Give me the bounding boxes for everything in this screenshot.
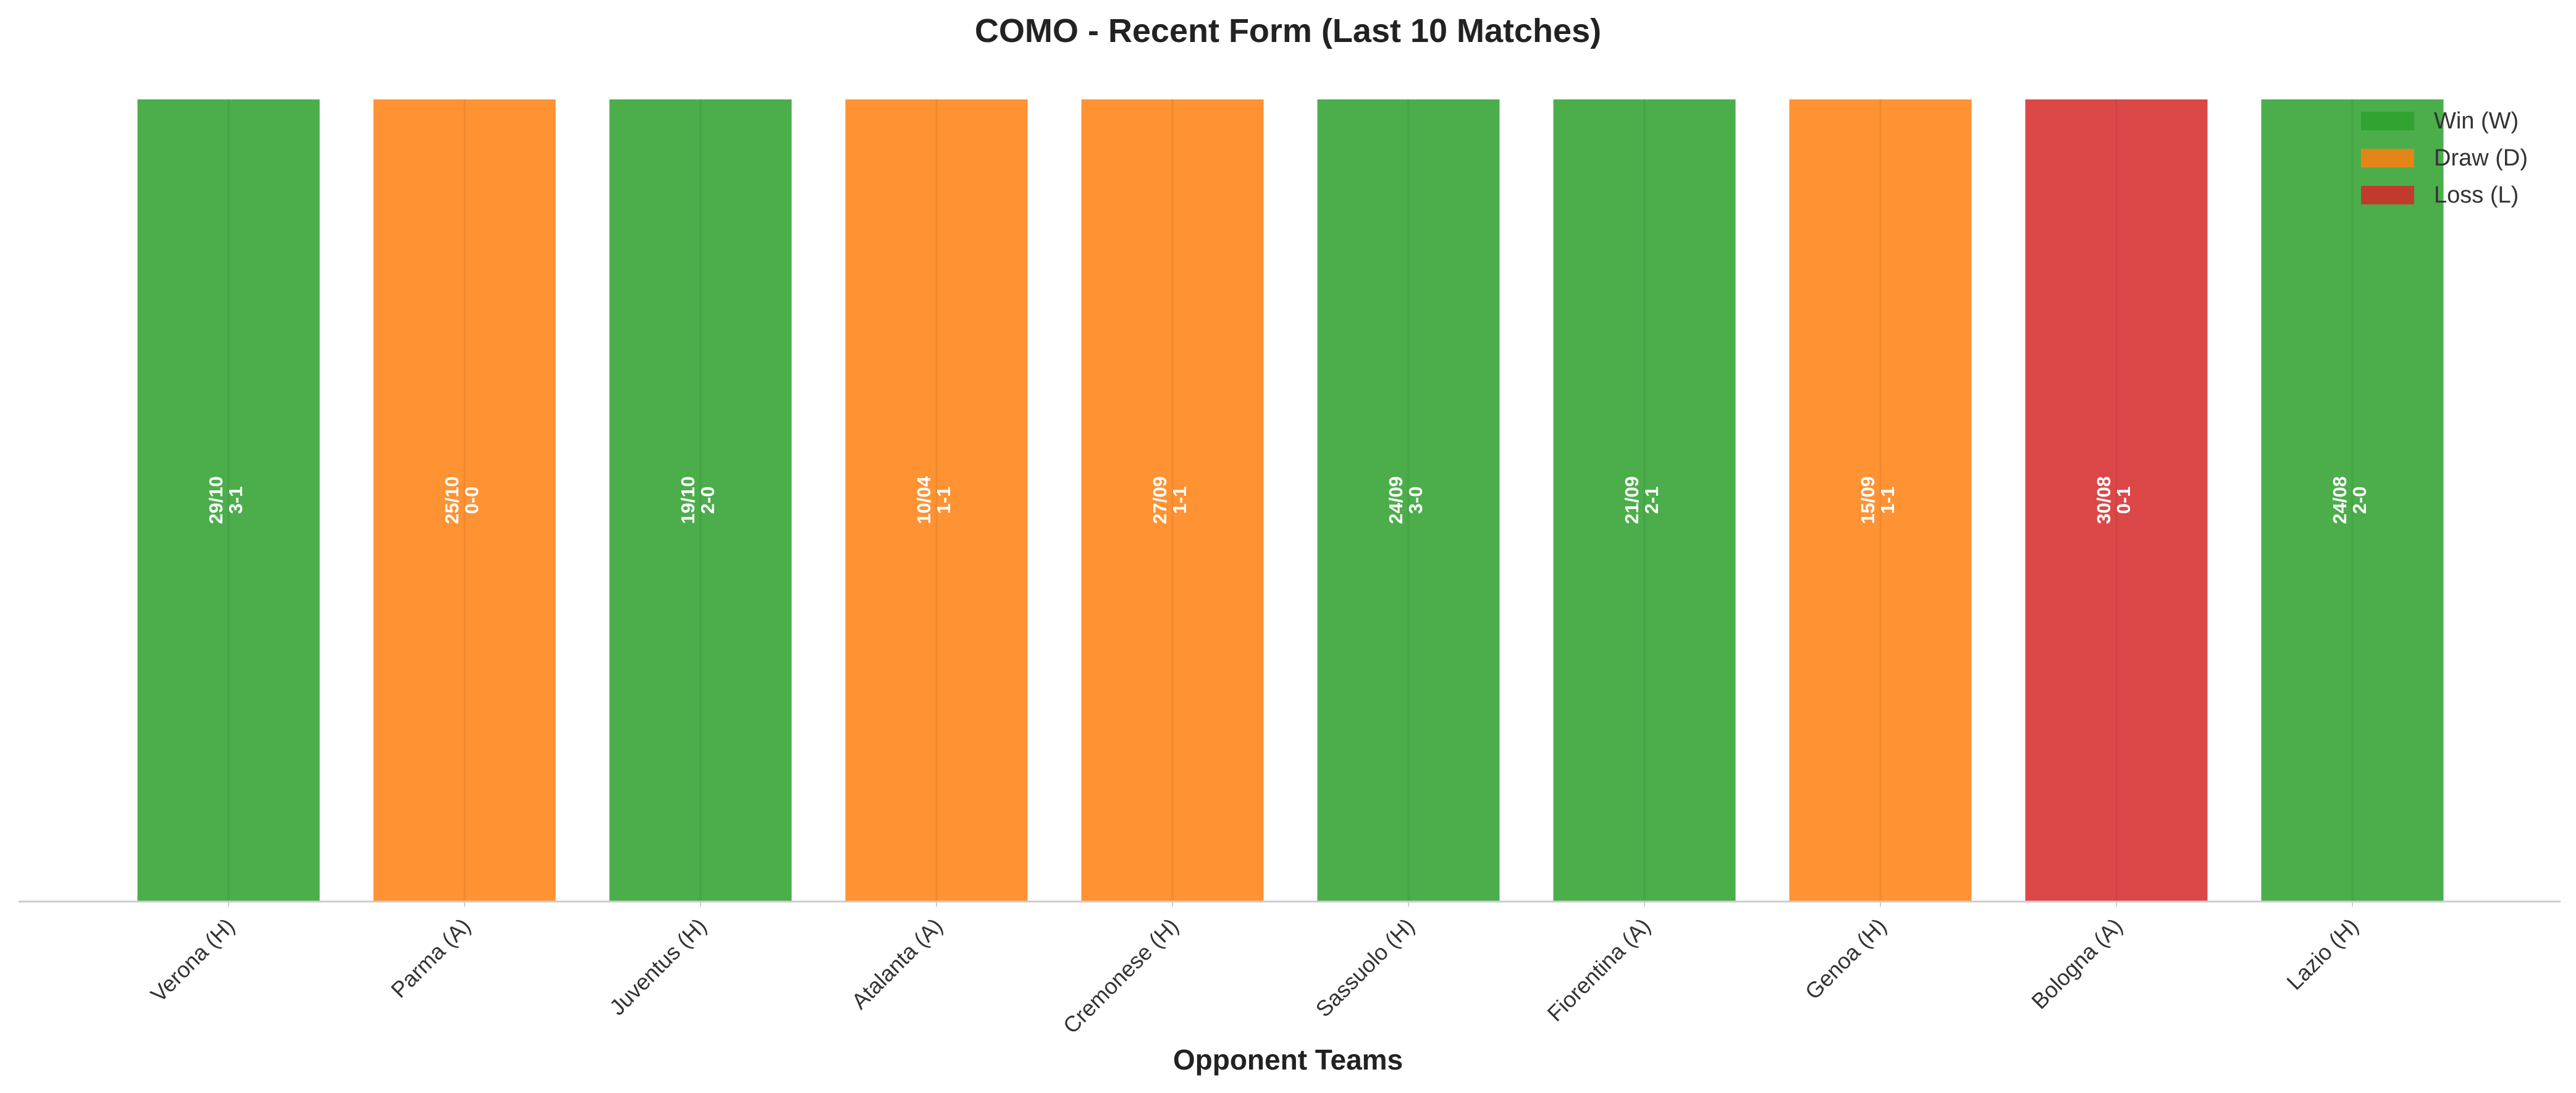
match-date: 15/09 xyxy=(1857,476,1879,524)
x-axis-label: Opponent Teams xyxy=(1173,1044,1403,1076)
bar-5 xyxy=(1080,98,1265,902)
legend-label-w: Win (W) xyxy=(2434,108,2519,134)
match-date: 10/04 xyxy=(913,475,935,524)
match-score: 2-0 xyxy=(2349,487,2370,514)
match-score: 2-1 xyxy=(1641,487,1662,514)
chart-title: COMO - Recent Form (Last 10 Matches) xyxy=(975,12,1601,49)
match-score: 2-0 xyxy=(697,487,718,514)
match-score: 1-1 xyxy=(933,487,954,514)
x-tick-label: Sassuolo (H) xyxy=(1311,913,1420,1022)
legend-swatch-w xyxy=(2361,112,2414,130)
bar-data-label: 15/091-1 xyxy=(1857,476,1898,524)
x-tick-label: Juventus (H) xyxy=(604,913,711,1020)
match-score: 3-1 xyxy=(225,487,246,514)
bar-data-label: 24/093-0 xyxy=(1385,476,1426,524)
match-date: 24/09 xyxy=(1385,476,1407,524)
match-score: 3-0 xyxy=(1405,487,1426,514)
legend-label-l: Loss (L) xyxy=(2434,182,2519,208)
x-tick-label: Bologna (A) xyxy=(2026,913,2127,1014)
match-date: 21/09 xyxy=(1621,476,1643,524)
x-tick-label: Cremonese (H) xyxy=(1058,913,1184,1039)
bar-data-label: 29/103-1 xyxy=(205,476,246,524)
bar-2 xyxy=(372,98,557,902)
bar-6 xyxy=(1316,98,1501,902)
legend-swatch-l xyxy=(2361,186,2414,204)
x-tick-label: Verona (H) xyxy=(146,913,240,1007)
match-score: 1-1 xyxy=(1169,487,1190,514)
x-tick-label: Fiorentina (A) xyxy=(1542,913,1655,1026)
match-score: 0-0 xyxy=(461,487,482,514)
bar-data-label: 24/082-0 xyxy=(2329,476,2370,524)
bar-data-label: 30/080-1 xyxy=(2093,476,2134,524)
bar-labels-group: 29/103-1 25/100-0 19/102-0 10/041-1 27/091-1… xyxy=(205,475,2370,524)
bar-3 xyxy=(608,98,793,902)
bar-8 xyxy=(1788,98,1973,902)
legend-swatch-d xyxy=(2361,149,2414,167)
match-score: 0-1 xyxy=(2113,487,2134,514)
match-date: 29/10 xyxy=(205,476,227,524)
bar-data-label: 21/092-1 xyxy=(1621,476,1662,524)
bar-10 xyxy=(2260,98,2445,902)
match-date: 24/08 xyxy=(2329,476,2351,524)
bar-1 xyxy=(136,98,321,902)
bar-data-label: 10/041-1 xyxy=(913,475,954,524)
x-tick-label: Parma (A) xyxy=(386,913,476,1003)
x-tick-label: Lazio (H) xyxy=(2281,913,2363,995)
legend-label-d: Draw (D) xyxy=(2434,145,2528,171)
x-tick-label: Atalanta (A) xyxy=(846,913,947,1014)
legend: Win (W) Draw (D) Loss (L) xyxy=(2361,108,2528,208)
match-date: 19/10 xyxy=(677,476,699,524)
bar-7 xyxy=(1552,98,1737,902)
bar-4 xyxy=(844,98,1029,902)
match-date: 25/10 xyxy=(441,476,463,524)
bar-data-label: 19/102-0 xyxy=(677,476,718,524)
match-date: 30/08 xyxy=(2093,476,2115,524)
bars-group xyxy=(136,98,2445,902)
x-tick-label: Genoa (H) xyxy=(1800,913,1892,1005)
x-tick-labels: Verona (H) Parma (A) Juventus (H) Atalanta … xyxy=(146,902,2363,1039)
bar-data-label: 27/091-1 xyxy=(1149,476,1190,524)
bar-data-label: 25/100-0 xyxy=(441,476,482,524)
match-date: 27/09 xyxy=(1149,476,1171,524)
match-score: 1-1 xyxy=(1877,487,1898,514)
